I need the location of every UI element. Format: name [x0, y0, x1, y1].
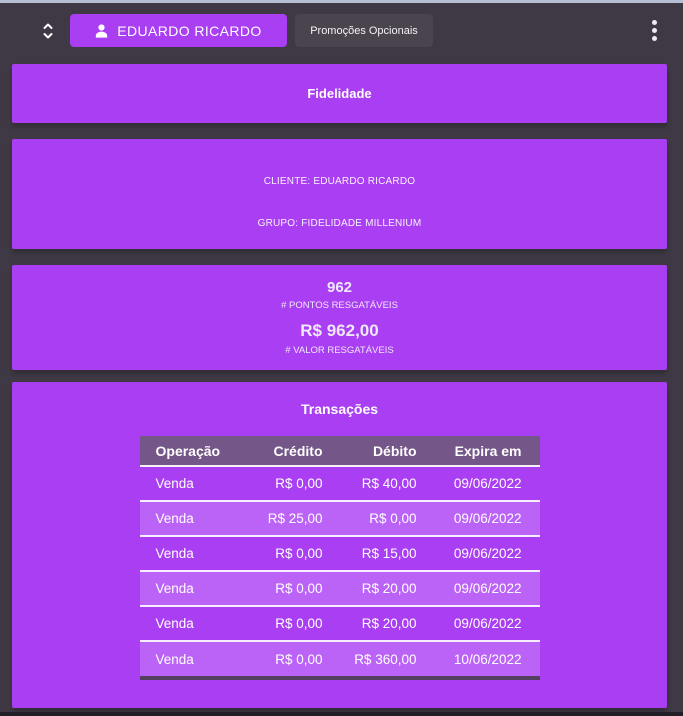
- cell-operacao: Venda: [155, 546, 194, 561]
- table-row: Venda R$ 0,00 R$ 20,00 09/06/2022: [139, 571, 540, 606]
- transactions-panel: Transações Operação Crédito Débito Expir…: [12, 382, 667, 708]
- fidelity-title: Fidelidade: [307, 86, 372, 101]
- table-row: Venda R$ 25,00 R$ 0,00 09/06/2022: [139, 501, 540, 536]
- cell-operacao: Venda: [155, 511, 194, 526]
- cell-credito: R$ 0,00: [275, 616, 323, 631]
- table-row: Venda R$ 0,00 R$ 360,00 10/06/2022: [139, 641, 540, 676]
- cell-debito: R$ 20,00: [361, 581, 417, 596]
- unfold-control[interactable]: [40, 18, 56, 44]
- points-value: 962: [326, 279, 353, 297]
- redeemable-label: # VALOR RESGATÁVEIS: [285, 344, 394, 356]
- kebab-menu-icon: [652, 36, 657, 41]
- kebab-menu-icon: [652, 28, 657, 33]
- cell-expira-em: 09/06/2022: [453, 546, 522, 561]
- table-row: Venda R$ 0,00 R$ 15,00 09/06/2022: [139, 536, 540, 571]
- window-top-edge: [0, 0, 683, 3]
- cell-credito: R$ 25,00: [267, 511, 323, 526]
- cell-expira-em: 09/06/2022: [453, 581, 522, 596]
- cell-operacao: Venda: [155, 581, 194, 596]
- cell-credito: R$ 0,00: [275, 581, 323, 596]
- column-header-operacao: Operação: [155, 442, 221, 459]
- cell-expira-em: 10/06/2022: [453, 651, 522, 667]
- client-line: CLIENTE: EDUARDO RICARDO: [263, 175, 416, 187]
- table-row: Venda R$ 0,00 R$ 40,00 09/06/2022: [140, 466, 540, 501]
- cell-credito: R$ 0,00: [275, 476, 323, 491]
- cell-debito: R$ 15,00: [361, 546, 417, 561]
- cell-debito: R$ 360,00: [354, 651, 417, 667]
- cell-operacao: Venda: [155, 651, 194, 667]
- column-header-credito: Crédito: [273, 442, 323, 459]
- content-area: Fidelidade CLIENTE: EDUARDO RICARDO GRUP…: [0, 58, 683, 708]
- cell-credito: R$ 0,00: [275, 546, 323, 561]
- transactions-title: Transações: [300, 401, 379, 417]
- cell-expira-em: 09/06/2022: [453, 476, 522, 491]
- cell-expira-em: 09/06/2022: [453, 511, 522, 526]
- cell-expira-em: 09/06/2022: [453, 616, 522, 631]
- cell-debito: R$ 20,00: [361, 616, 417, 631]
- points-panel: 962 # PONTOS RESGATÁVEIS R$ 962,00 # VAL…: [12, 265, 667, 370]
- client-info-panel: CLIENTE: EDUARDO RICARDO GRUPO: FIDELIDA…: [12, 139, 667, 249]
- customer-button-label: EDUARDO RICARDO: [117, 22, 262, 39]
- table-row: Venda R$ 0,00 R$ 20,00 09/06/2022: [139, 606, 540, 641]
- cell-operacao: Venda: [155, 476, 194, 491]
- kebab-menu-icon: [652, 20, 657, 25]
- cell-debito: R$ 40,00: [361, 476, 417, 491]
- points-label: # PONTOS RESGATÁVEIS: [281, 300, 398, 312]
- window-bottom-edge: [0, 712, 683, 716]
- column-header-debito: Débito: [372, 442, 417, 459]
- cell-credito: R$ 0,00: [275, 651, 323, 667]
- promotions-button-label: Promoções Opcionais: [310, 24, 418, 37]
- table-bottom-bar: [139, 676, 540, 680]
- fidelity-panel: Fidelidade: [12, 64, 667, 123]
- unfold-more-icon: [43, 23, 53, 38]
- customer-button[interactable]: EDUARDO RICARDO: [70, 14, 287, 47]
- column-header-expira-em: Expira em: [454, 442, 522, 459]
- cell-debito: R$ 0,00: [369, 511, 417, 526]
- app-header: EDUARDO RICARDO Promoções Opcionais: [0, 3, 683, 58]
- person-icon: [96, 23, 108, 38]
- redeemable-value: R$ 962,00: [300, 321, 379, 341]
- table-header-row: Operação Crédito Débito Expira em: [139, 436, 540, 466]
- promotions-button[interactable]: Promoções Opcionais: [295, 14, 433, 47]
- cell-operacao: Venda: [155, 616, 194, 631]
- group-line: GRUPO: FIDELIDADE MILLENIUM: [257, 217, 422, 229]
- transactions-table: Operação Crédito Débito Expira em Venda …: [139, 436, 540, 676]
- kebab-menu-button[interactable]: [646, 14, 663, 47]
